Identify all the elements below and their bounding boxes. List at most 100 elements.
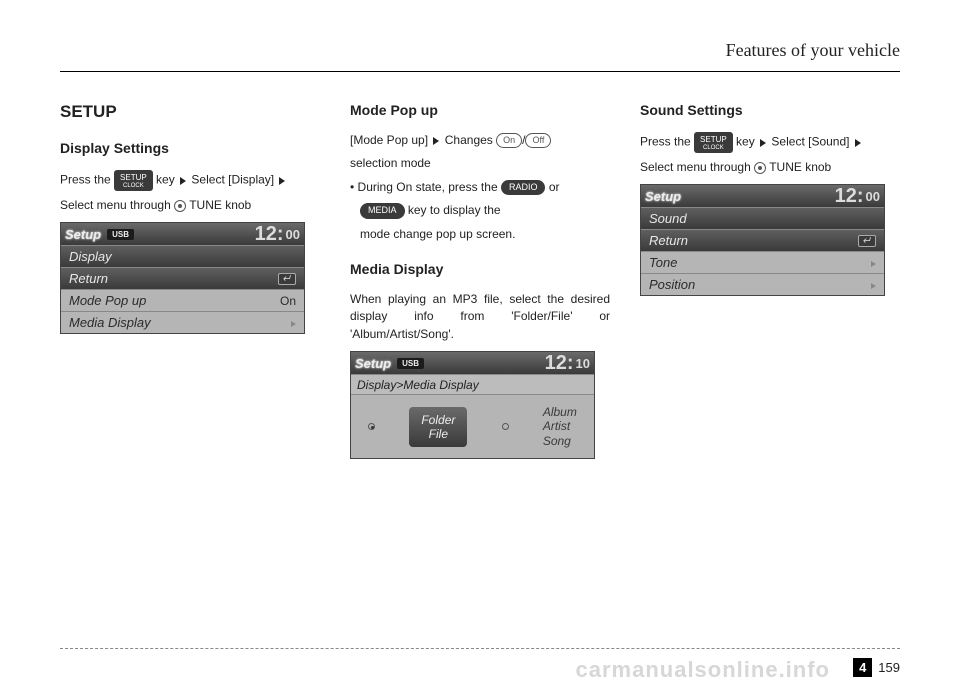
- return-icon: [858, 235, 876, 247]
- setup-heading: SETUP: [60, 102, 320, 122]
- row-label: Mode Pop up: [69, 293, 146, 308]
- screen-row: Display: [61, 245, 304, 267]
- album-artist-song-option: Album Artist Song: [543, 405, 577, 448]
- return-icon: [278, 273, 296, 285]
- column-3: Sound Settings Press the SETUP CLOCK key…: [640, 102, 900, 459]
- text: Artist: [543, 419, 577, 433]
- text: During On state, press the: [358, 180, 501, 194]
- bullet-line: • During On state, press the RADIO or: [350, 179, 610, 196]
- radio-key-icon: RADIO: [501, 180, 546, 195]
- off-pill-icon: Off: [525, 133, 551, 148]
- row-label: Position: [649, 277, 695, 292]
- media-display-screen: Setup USB 12: 10 Display>Media Display F…: [350, 351, 595, 459]
- instruction-line: Select menu through TUNE knob: [640, 159, 900, 176]
- setup-clock-key-icon: SETUP CLOCK: [114, 170, 153, 191]
- screen-row: Media Display: [61, 311, 304, 333]
- text: File: [421, 427, 455, 441]
- bullet-line: MEDIA key to display the: [350, 202, 610, 219]
- clock-m: 10: [576, 356, 590, 371]
- text: or: [549, 180, 560, 194]
- screen-header: Setup 12: 00: [641, 185, 884, 207]
- media-display-heading: Media Display: [350, 261, 610, 277]
- text: Press the: [640, 135, 694, 149]
- text: TUNE knob: [769, 160, 831, 174]
- arrow-icon: [180, 177, 186, 185]
- display-setup-screen: Setup USB 12: 00 Display Return Mode Pop…: [60, 222, 305, 334]
- text: Album: [543, 405, 577, 419]
- sound-setup-screen: Setup 12: 00 Sound Return Tone: [640, 184, 885, 296]
- media-key-icon: MEDIA: [360, 203, 405, 218]
- row-label: Return: [69, 271, 108, 286]
- arrow-icon: [855, 139, 861, 147]
- chevron-right-icon: [871, 283, 876, 289]
- row-label: Return: [649, 233, 688, 248]
- text: Select menu through: [640, 160, 754, 174]
- text: Select menu through: [60, 198, 174, 212]
- text: Press the: [60, 173, 114, 187]
- screen-title: Setup: [355, 356, 391, 371]
- row-value: On: [280, 294, 296, 308]
- columns: SETUP Display Settings Press the SETUP C…: [60, 102, 900, 459]
- page-footer: 4 159: [853, 658, 900, 677]
- text: key to display the: [408, 203, 501, 217]
- text: mode change pop up screen.: [350, 226, 610, 243]
- clock: 12: 10: [545, 352, 590, 375]
- instruction-line: [Mode Pop up] Changes On/Off: [350, 132, 610, 149]
- screen-row: Return: [61, 267, 304, 289]
- folder-file-option: Folder File: [409, 407, 467, 447]
- on-pill-icon: On: [496, 133, 522, 148]
- radio-selected-icon: [368, 423, 375, 430]
- text: Select [Display]: [191, 173, 274, 187]
- column-1: SETUP Display Settings Press the SETUP C…: [60, 102, 320, 459]
- arrow-icon: [279, 177, 285, 185]
- text: Folder: [421, 413, 455, 427]
- screen-row: Mode Pop up On: [61, 289, 304, 311]
- screen-row: Tone: [641, 251, 884, 273]
- radio-unselected-icon: [502, 423, 509, 430]
- clock: 12: 00: [835, 185, 880, 208]
- clock-h: 12:: [835, 185, 864, 208]
- screen-title: Setup: [65, 227, 101, 242]
- sound-settings-heading: Sound Settings: [640, 102, 900, 118]
- row-arrow: [871, 278, 876, 292]
- clock-h: 12:: [255, 223, 284, 246]
- page-header: Features of your vehicle: [60, 40, 900, 72]
- row-label: Display: [69, 249, 112, 264]
- screen-row: Return: [641, 229, 884, 251]
- display-settings-heading: Display Settings: [60, 140, 320, 156]
- text: TUNE knob: [189, 198, 251, 212]
- instruction-line: Select menu through TUNE knob: [60, 197, 320, 214]
- text: Song: [543, 434, 577, 448]
- setup-clock-key-icon: SETUP CLOCK: [694, 132, 733, 153]
- clock-h: 12:: [545, 352, 574, 375]
- chevron-right-icon: [871, 261, 876, 267]
- key-top: SETUP: [700, 135, 727, 144]
- tune-knob-icon: [174, 200, 186, 212]
- screen-header: Setup USB 12: 00: [61, 223, 304, 245]
- chevron-right-icon: [291, 321, 296, 327]
- clock-m: 00: [866, 189, 880, 204]
- usb-badge-icon: USB: [107, 229, 134, 240]
- row-label: Tone: [649, 255, 677, 270]
- key-sub: CLOCK: [120, 184, 147, 189]
- row-arrow: [291, 316, 296, 330]
- arrow-icon: [760, 139, 766, 147]
- row-arrow: [871, 256, 876, 270]
- watermark: carmanualsonline.info: [576, 657, 831, 683]
- text: key: [156, 173, 175, 187]
- media-body: Folder File Album Artist Song: [351, 394, 594, 458]
- key-top: SETUP: [120, 173, 147, 182]
- row-label: Sound: [649, 211, 687, 226]
- screen-title: Setup: [645, 189, 681, 204]
- text: [Mode Pop up]: [350, 133, 428, 147]
- tune-knob-icon: [754, 162, 766, 174]
- text: When playing an MP3 file, select the des…: [350, 291, 610, 343]
- page: Features of your vehicle SETUP Display S…: [60, 40, 900, 649]
- breadcrumb: Display>Media Display: [351, 374, 594, 394]
- page-number: 159: [878, 660, 900, 675]
- mode-popup-heading: Mode Pop up: [350, 102, 610, 118]
- clock: 12: 00: [255, 223, 300, 246]
- key-sub: CLOCK: [700, 146, 727, 151]
- section-number: 4: [853, 658, 872, 677]
- column-2: Mode Pop up [Mode Pop up] Changes On/Off…: [350, 102, 610, 459]
